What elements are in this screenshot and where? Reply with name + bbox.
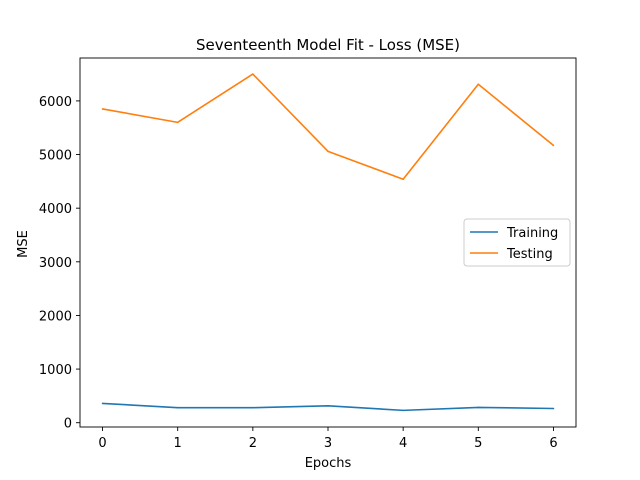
data-point-training	[402, 409, 404, 412]
legend-box	[463, 218, 571, 267]
data-point-training	[477, 406, 480, 409]
chart-title: Seventeenth Model Fit - Loss (MSE)	[196, 36, 460, 54]
y-tick-label: 4000	[39, 202, 72, 217]
x-tick-label: 0	[98, 436, 106, 451]
data-point-training	[252, 406, 254, 409]
data-point-testing	[552, 144, 555, 147]
x-axis-title: Epochs	[305, 456, 352, 471]
data-point-testing	[327, 150, 329, 153]
y-tick-label: 0	[64, 417, 72, 432]
legend: Training Testing	[463, 218, 571, 267]
data-point-training	[176, 406, 179, 409]
legend-label-training: Training	[506, 226, 558, 241]
y-tick-label: 3000	[39, 256, 72, 271]
y-tick-label: 6000	[39, 95, 72, 110]
x-tick-label: 2	[249, 436, 257, 451]
x-tick-label: 4	[399, 436, 407, 451]
data-point-testing	[176, 121, 179, 124]
x-tick-label: 1	[174, 436, 182, 451]
y-tick-label: 2000	[39, 309, 72, 324]
y-axis-title: MSE	[16, 230, 31, 258]
data-point-training	[101, 402, 104, 405]
data-point-testing	[252, 73, 254, 75]
data-point-testing	[477, 83, 480, 86]
data-point-testing	[402, 178, 404, 181]
legend-label-testing: Testing	[506, 247, 553, 262]
data-point-training	[327, 405, 329, 407]
y-tick-label: 1000	[39, 363, 72, 378]
x-tick-label: 5	[474, 436, 482, 451]
x-tick-label: 6	[549, 436, 557, 451]
data-point-training	[552, 407, 555, 410]
y-tick-label: 5000	[39, 149, 72, 164]
x-tick-label: 3	[324, 436, 332, 451]
data-point-testing	[101, 108, 104, 110]
plot-area: 0 1 2 3 4 5 6 0 1000 2000 3000 4000 5000 6000	[39, 57, 577, 451]
